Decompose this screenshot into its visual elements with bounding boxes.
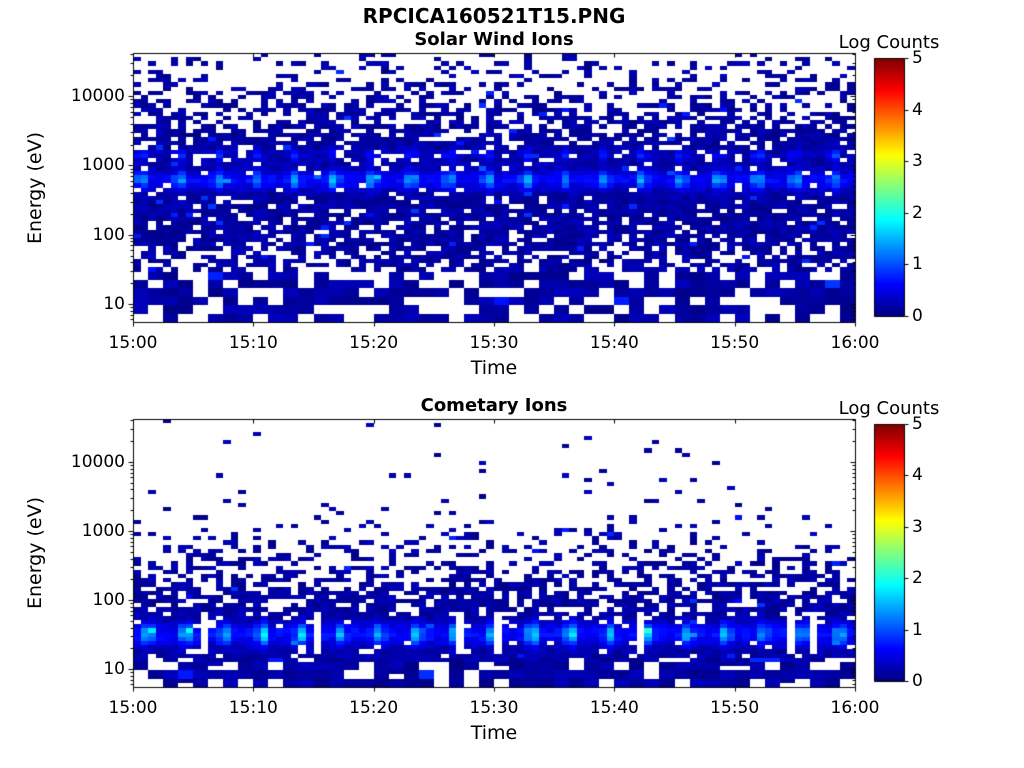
colorbar-tick-label: 2 xyxy=(912,568,923,589)
colorbar-tick-label: 4 xyxy=(912,99,923,120)
colorbar-tick-label: 1 xyxy=(912,254,923,275)
colorbar-title: Log Counts xyxy=(838,398,940,419)
y-tick-label: 10 xyxy=(103,294,125,314)
x-tick-label: 15:30 xyxy=(469,698,519,718)
x-tick-label: 15:00 xyxy=(108,698,158,718)
colorbar-tick-label: 5 xyxy=(912,48,923,68)
colorbar-tick-label: 3 xyxy=(912,151,923,172)
x-tick-label: 15:50 xyxy=(710,333,760,353)
colorbar-tick-label: 5 xyxy=(912,414,923,434)
x-tick-label: 16:00 xyxy=(830,698,880,718)
x-tick-label: 15:10 xyxy=(228,698,278,718)
colorbar-title: Log Counts xyxy=(838,32,940,53)
x-tick-label: 15:10 xyxy=(228,333,278,353)
x-tick-label: 16:00 xyxy=(830,333,880,353)
x-tick-label: 15:20 xyxy=(349,698,399,718)
y-tick-label: 10000 xyxy=(70,86,125,107)
y-tick-label: 10 xyxy=(103,659,125,680)
x-tick-label: 15:20 xyxy=(349,333,399,353)
panel-title-solar-wind-ions: Solar Wind Ions xyxy=(414,29,574,50)
colorbar-tick-label: 0 xyxy=(912,306,923,326)
x-axis-label: Time xyxy=(470,722,518,744)
colorbar-tick-label: 4 xyxy=(912,465,923,486)
y-tick-label: 1000 xyxy=(81,521,125,542)
colorbar-tick-label: 2 xyxy=(912,202,923,223)
main-title: RPCICA160521T15.PNG xyxy=(362,4,626,28)
colorbar-tick-label: 1 xyxy=(912,619,923,640)
x-axis-label: Time xyxy=(470,357,518,379)
y-axis-label: Energy (eV) xyxy=(24,131,46,244)
y-axis-label: Energy (eV) xyxy=(24,496,46,610)
x-tick-label: 15:00 xyxy=(108,333,158,353)
x-tick-label: 15:30 xyxy=(469,333,519,353)
x-tick-label: 15:50 xyxy=(710,698,760,718)
y-tick-label: 1000 xyxy=(81,155,125,176)
y-tick-label: 100 xyxy=(92,224,125,245)
x-tick-label: 15:40 xyxy=(589,698,639,718)
y-tick-label: 10000 xyxy=(70,452,125,473)
colorbar-tick-label: 3 xyxy=(912,516,923,537)
y-tick-label: 100 xyxy=(92,590,125,611)
panel-title-cometary-ions: Cometary Ions xyxy=(420,395,568,416)
x-tick-label: 15:40 xyxy=(589,333,639,353)
colorbar-tick-label: 0 xyxy=(912,671,923,691)
